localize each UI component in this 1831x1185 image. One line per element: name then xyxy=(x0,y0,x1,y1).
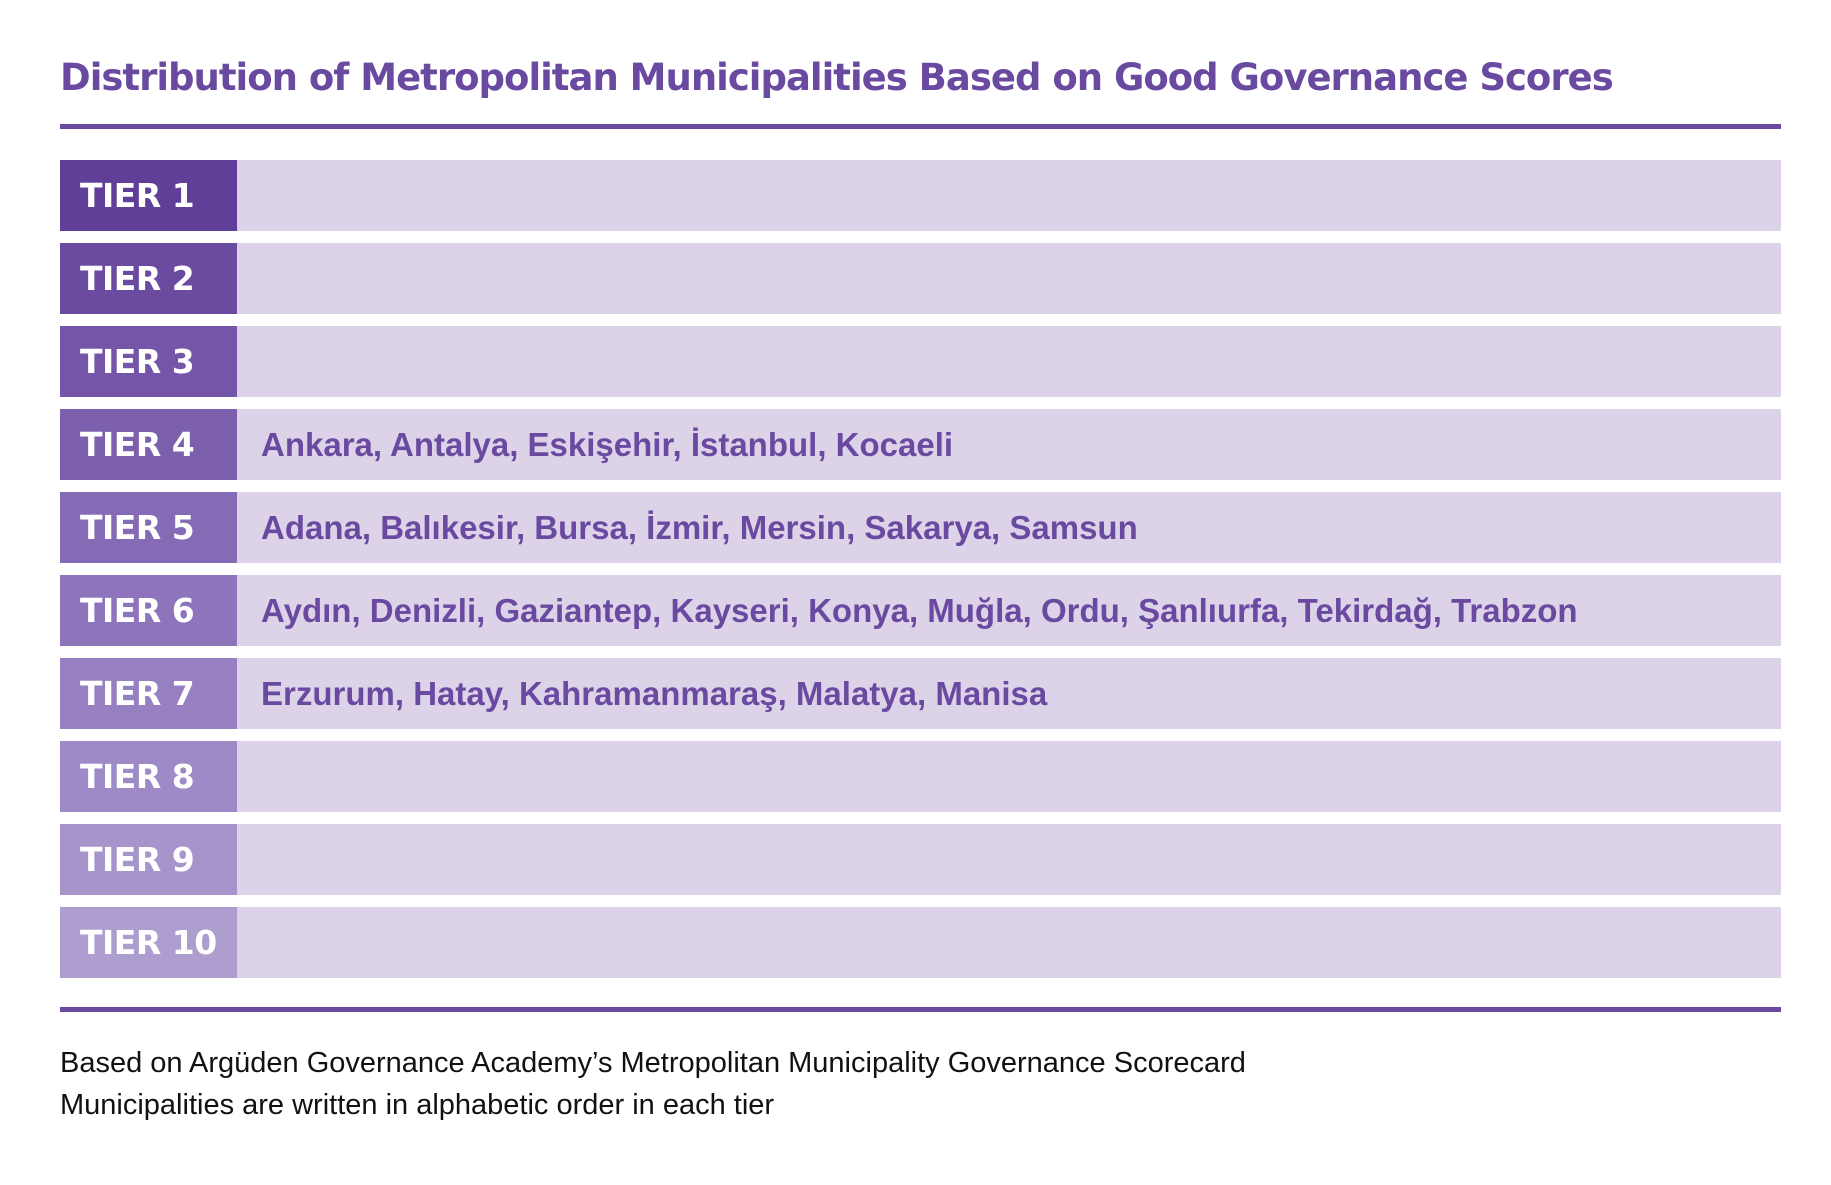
tier-row-4: TIER 4 Ankara, Antalya, Eskişehir, İstan… xyxy=(60,409,1781,480)
footnotes: Based on Argüden Governance Academy’s Me… xyxy=(60,1042,1246,1126)
tier-cities-6: Aydın, Denizli, Gaziantep, Kayseri, Kony… xyxy=(261,591,1578,629)
tier-row-9: TIER 9 xyxy=(60,824,1781,895)
tier-label-2: TIER 2 xyxy=(60,243,237,314)
tier-label-6: TIER 6 xyxy=(60,575,237,646)
tier-cities-10 xyxy=(237,907,1781,978)
tier-row-1: TIER 1 xyxy=(60,160,1781,231)
tier-cities-1 xyxy=(237,160,1781,231)
tier-label-1: TIER 1 xyxy=(60,160,237,231)
tier-cities-7: Erzurum, Hatay, Kahramanmaraş, Malatya, … xyxy=(261,674,1048,712)
ordering-note: Municipalities are written in alphabetic… xyxy=(60,1089,775,1121)
tier-label-7: TIER 7 xyxy=(60,658,237,729)
tier-cities-4: Ankara, Antalya, Eskişehir, İstanbul, Ko… xyxy=(261,425,954,463)
tier-cities-8 xyxy=(237,741,1781,812)
tier-table: TIER 1 TIER 2 TIER 3 TIER 4 Ankara, Anta… xyxy=(60,160,1781,990)
tier-label-9: TIER 9 xyxy=(60,824,237,895)
tier-row-8: TIER 8 xyxy=(60,741,1781,812)
page-title: Distribution of Metropolitan Municipalit… xyxy=(60,56,1614,99)
tier-row-5: TIER 5 Adana, Balıkesir, Bursa, İzmir, M… xyxy=(60,492,1781,563)
tier-label-4: TIER 4 xyxy=(60,409,237,480)
tier-row-7: TIER 7 Erzurum, Hatay, Kahramanmaraş, Ma… xyxy=(60,658,1781,729)
tier-cities-9 xyxy=(237,824,1781,895)
source-note: Based on Argüden Governance Academy’s Me… xyxy=(60,1047,1246,1079)
tier-row-3: TIER 3 xyxy=(60,326,1781,397)
tier-row-10: TIER 10 xyxy=(60,907,1781,978)
tier-cities-3 xyxy=(237,326,1781,397)
tier-cities-2 xyxy=(237,243,1781,314)
tier-label-10: TIER 10 xyxy=(60,907,237,978)
tier-row-2: TIER 2 xyxy=(60,243,1781,314)
bottom-divider xyxy=(60,1007,1781,1012)
top-divider xyxy=(60,124,1781,129)
tier-cities-5: Adana, Balıkesir, Bursa, İzmir, Mersin, … xyxy=(261,508,1138,546)
tier-row-6: TIER 6 Aydın, Denizli, Gaziantep, Kayser… xyxy=(60,575,1781,646)
tier-label-3: TIER 3 xyxy=(60,326,237,397)
tier-label-8: TIER 8 xyxy=(60,741,237,812)
tier-label-5: TIER 5 xyxy=(60,492,237,563)
